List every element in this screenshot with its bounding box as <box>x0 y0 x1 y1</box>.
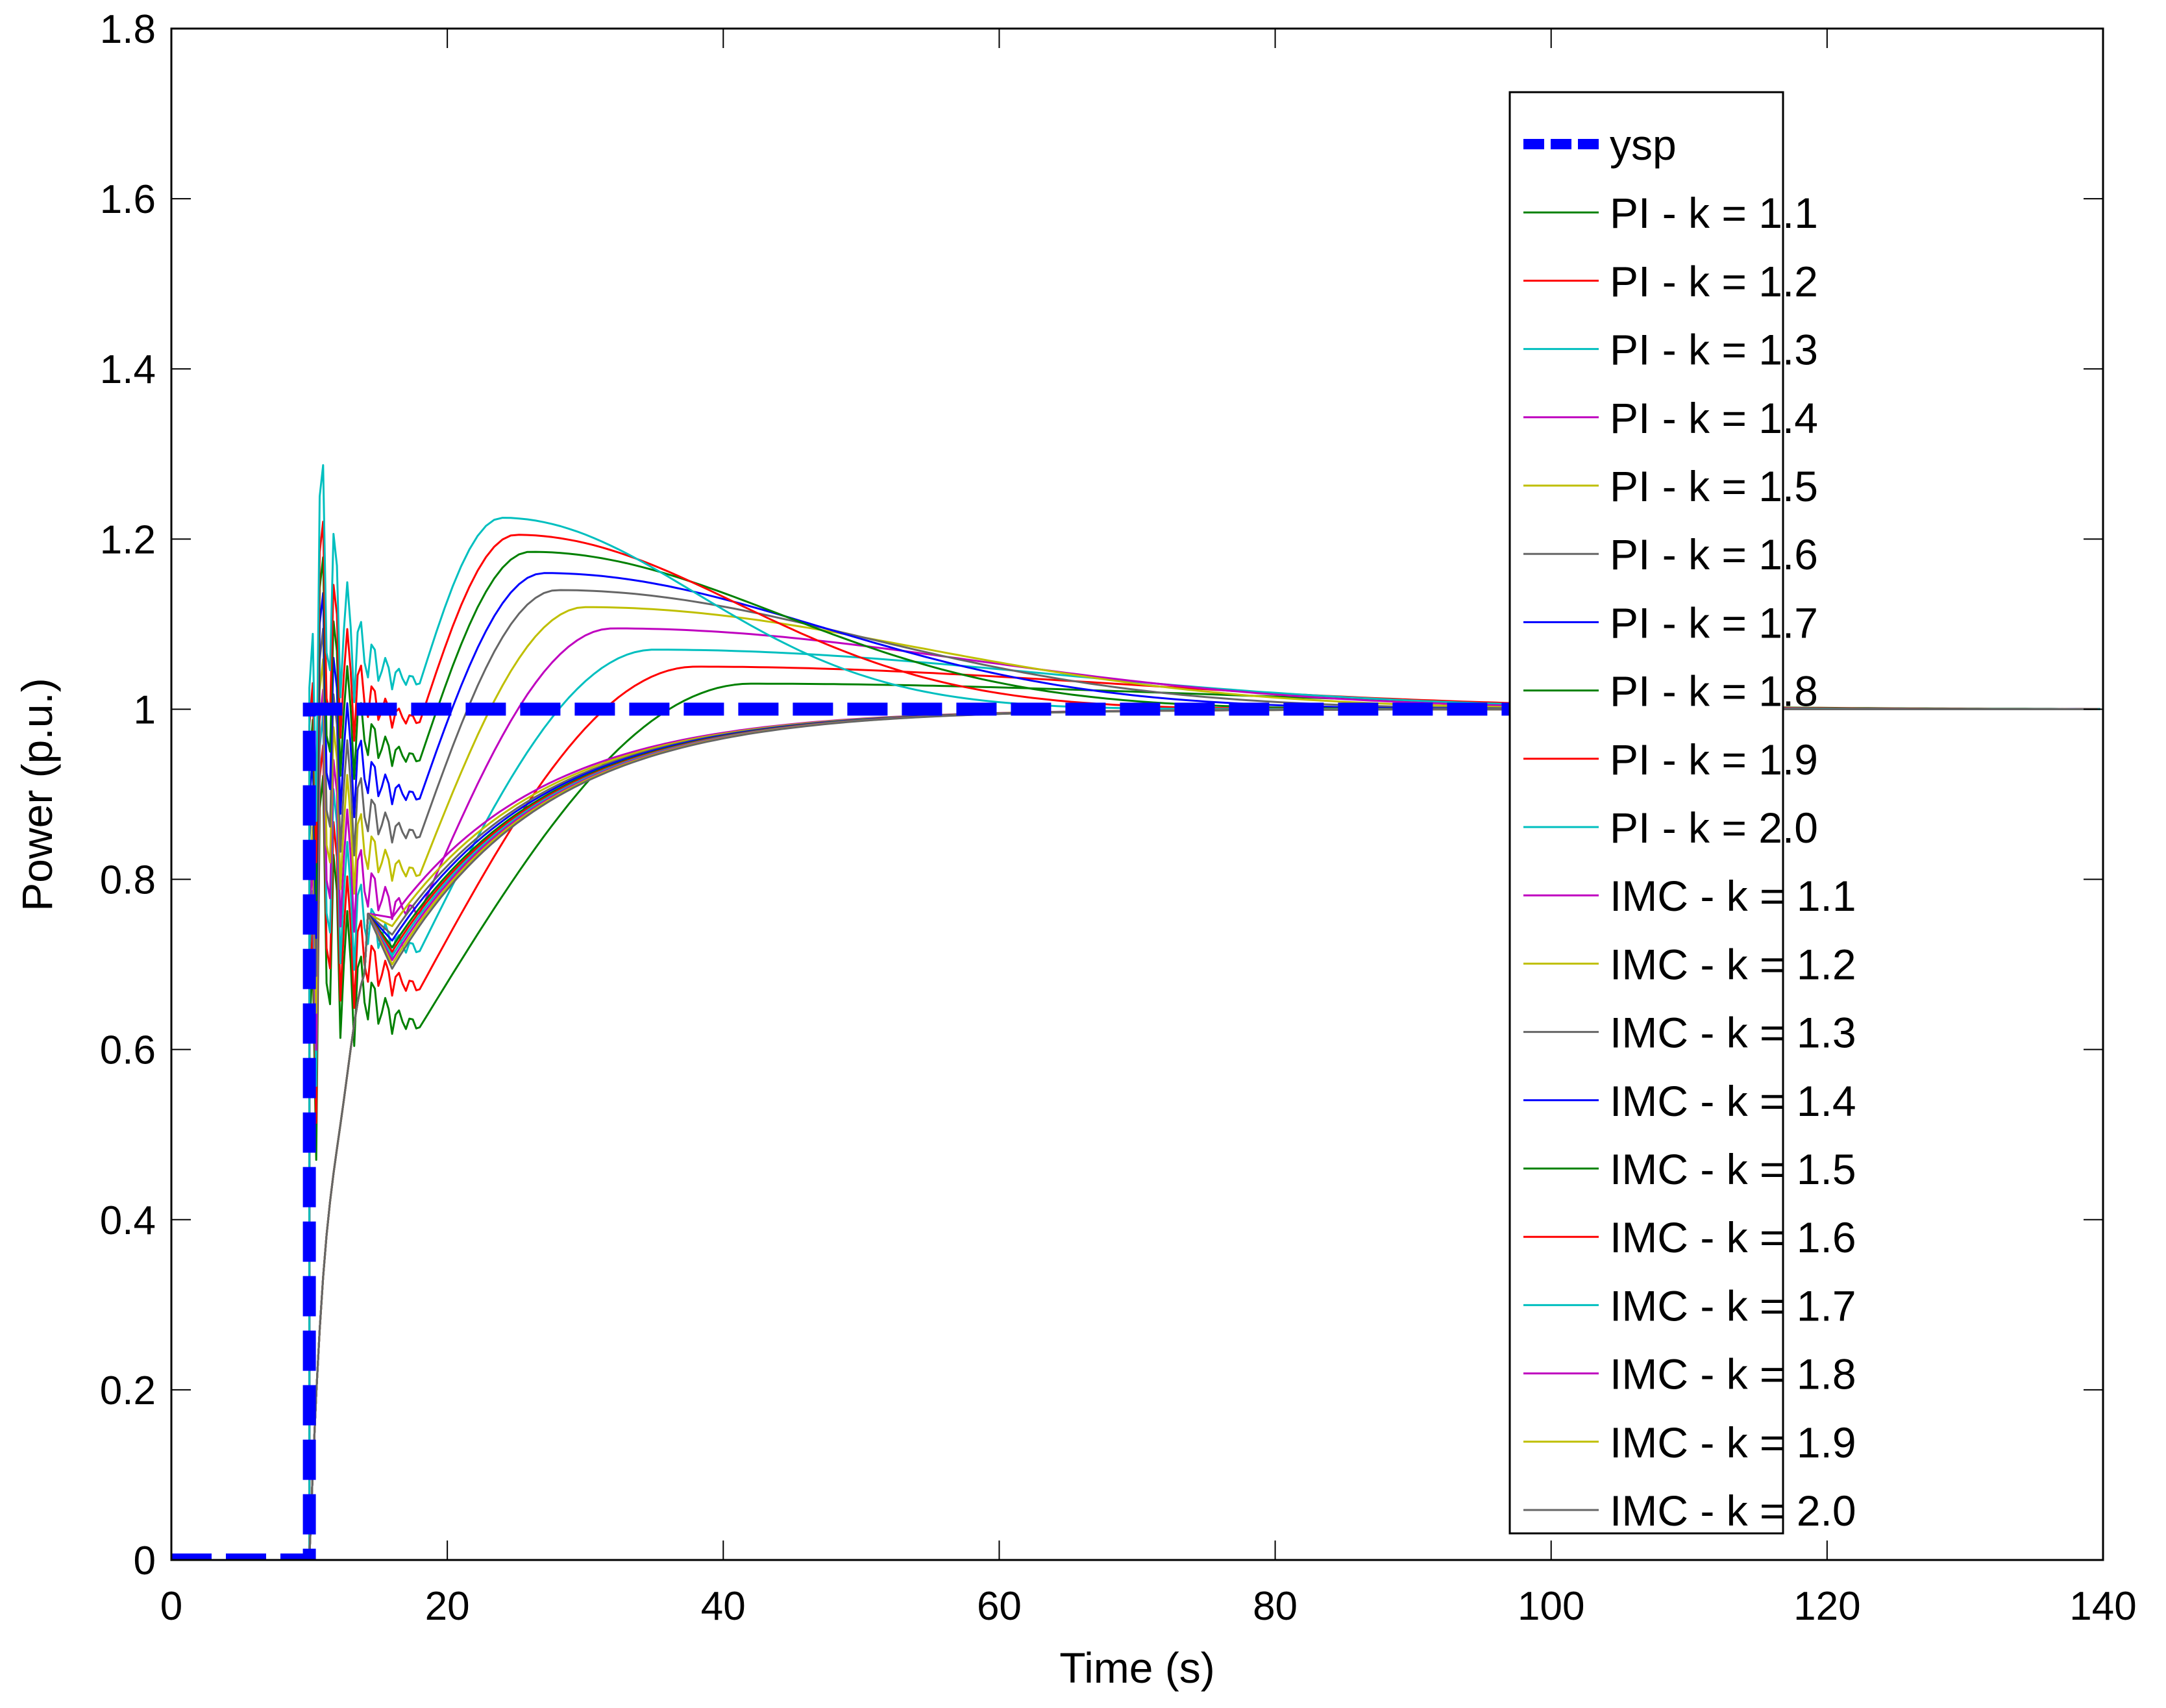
legend-label: IMC - k = 1.5 <box>1610 1145 1856 1193</box>
y-tick-label: 0.6 <box>100 1028 156 1073</box>
y-tick-label: 1.4 <box>100 347 156 392</box>
legend-item: IMC - k = 1.3 <box>1523 1009 1856 1057</box>
x-axis: 0 20 40 60 80 100 120 140 <box>160 29 2137 1629</box>
legend-label: ysp <box>1610 121 1677 169</box>
legend-label: PI - k = 2.0 <box>1610 804 1818 852</box>
x-tick-label: 0 <box>160 1584 182 1629</box>
legend-label: PI - k = 1.2 <box>1610 257 1818 305</box>
legend-item: PI - k = 1.7 <box>1523 599 1818 647</box>
x-tick-label: 140 <box>2069 1584 2136 1629</box>
plot-area-frame <box>170 27 2104 1561</box>
legend-label: IMC - k = 1.7 <box>1610 1281 1856 1330</box>
x-tick-label: 60 <box>977 1584 1022 1629</box>
legend-item: PI - k = 1.3 <box>1523 326 1818 374</box>
y-tick-label: 0.8 <box>100 858 156 903</box>
x-tick-label: 20 <box>425 1584 470 1629</box>
legend-label: IMC - k = 1.2 <box>1610 940 1856 988</box>
legend: ysp PI - k = 1.1 PI - k = 1.2 PI - k = 1.3 P… <box>1508 91 1856 1535</box>
x-tick-label: 40 <box>701 1584 746 1629</box>
legend-item: PI - k = 2.0 <box>1523 804 1818 852</box>
legend-item: PI - k = 1.9 <box>1523 736 1818 784</box>
y-axis-label: Power (p.u.) <box>13 678 61 911</box>
legend-label: PI - k = 1.1 <box>1610 189 1818 237</box>
y-tick-label: 1.8 <box>100 7 156 52</box>
legend-label: IMC - k = 1.6 <box>1610 1213 1856 1261</box>
legend-item: IMC - k = 1.5 <box>1523 1145 1856 1193</box>
x-tick-label: 80 <box>1253 1584 1298 1629</box>
y-tick-label: 0.4 <box>100 1198 156 1243</box>
y-tick-label: 0.2 <box>100 1368 156 1413</box>
legend-label: IMC - k = 1.8 <box>1610 1350 1856 1398</box>
legend-item: ysp <box>1523 121 1677 169</box>
x-tick-label: 120 <box>1793 1584 1860 1629</box>
x-axis-label: Time (s) <box>1059 1644 1215 1692</box>
legend-item: PI - k = 1.8 <box>1523 667 1818 715</box>
legend-label: IMC - k = 1.1 <box>1610 872 1856 920</box>
legend-item: IMC - k = 1.6 <box>1523 1213 1856 1261</box>
legend-label: PI - k = 1.3 <box>1610 326 1818 374</box>
legend-item: IMC - k = 1.2 <box>1523 940 1856 988</box>
legend-item: PI - k = 1.6 <box>1523 530 1818 578</box>
legend-label: PI - k = 1.8 <box>1610 667 1818 715</box>
legend-label: PI - k = 1.6 <box>1610 530 1818 578</box>
legend-item: IMC - k = 1.9 <box>1523 1418 1856 1467</box>
legend-box <box>1508 91 1784 1535</box>
legend-label: PI - k = 1.4 <box>1610 394 1818 442</box>
x-tick-label: 100 <box>1518 1584 1584 1629</box>
y-tick-label: 1.2 <box>100 517 156 562</box>
legend-item: PI - k = 1.1 <box>1523 189 1818 237</box>
legend-item: PI - k = 1.2 <box>1523 257 1818 305</box>
legend-item: PI - k = 1.4 <box>1523 394 1818 442</box>
setpoint-line <box>171 702 1551 1560</box>
legend-item: IMC - k = 1.4 <box>1523 1077 1856 1125</box>
y-axis: 0 0.2 0.4 0.6 0.8 1 1.2 1.4 1.6 1.8 <box>100 7 2103 1583</box>
y-tick-label: 0 <box>134 1539 156 1583</box>
legend-item: IMC - k = 1.1 <box>1523 872 1856 920</box>
legend-item: PI - k = 1.5 <box>1523 462 1818 510</box>
legend-item: IMC - k = 2.0 <box>1523 1487 1856 1535</box>
legend-label: IMC - k = 1.9 <box>1610 1418 1856 1467</box>
setpoint-series <box>171 702 1551 1560</box>
y-tick-label: 1 <box>134 687 156 732</box>
legend-label: IMC - k = 2.0 <box>1610 1487 1856 1535</box>
y-tick-label: 1.6 <box>100 177 156 222</box>
legend-item: IMC - k = 1.8 <box>1523 1350 1856 1398</box>
legend-label: PI - k = 1.5 <box>1610 462 1818 510</box>
legend-label: PI - k = 1.9 <box>1610 736 1818 784</box>
legend-label: PI - k = 1.7 <box>1610 599 1818 647</box>
legend-item: IMC - k = 1.7 <box>1523 1281 1856 1330</box>
legend-label: IMC - k = 1.4 <box>1610 1077 1856 1125</box>
legend-label: IMC - k = 1.3 <box>1610 1009 1856 1057</box>
